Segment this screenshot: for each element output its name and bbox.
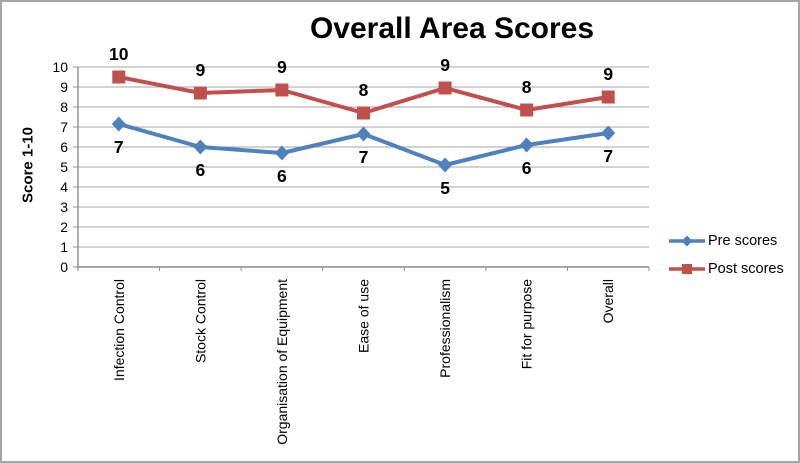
data-label-post-scores: 10 bbox=[109, 44, 129, 64]
category-label: Fit for purpose bbox=[519, 279, 535, 369]
y-axis-tick-label: 2 bbox=[60, 219, 68, 235]
category-label: Infection Control bbox=[111, 279, 127, 381]
data-label-pre-scores: 6 bbox=[195, 160, 205, 180]
post-scores-marker bbox=[601, 90, 615, 104]
post-scores-marker bbox=[193, 86, 207, 100]
data-label-pre-scores: 6 bbox=[277, 166, 287, 186]
data-label-post-scores: 8 bbox=[522, 77, 532, 97]
data-label-post-scores: 9 bbox=[277, 57, 287, 77]
data-label-post-scores: 9 bbox=[195, 60, 205, 80]
data-label-pre-scores: 5 bbox=[440, 178, 450, 198]
legend: Pre scores Post scores bbox=[668, 229, 784, 281]
legend-item-pre-scores: Pre scores bbox=[668, 229, 784, 253]
legend-diamond-marker-icon bbox=[669, 235, 705, 247]
chart-title: Overall Area Scores bbox=[309, 12, 595, 45]
y-axis-title: Score 1-10 bbox=[19, 127, 37, 203]
post-scores-marker bbox=[438, 81, 452, 95]
data-label-pre-scores: 7 bbox=[359, 147, 369, 167]
pre-scores-marker bbox=[111, 116, 126, 132]
category-label: Stock Control bbox=[192, 279, 208, 363]
pre-scores-marker bbox=[274, 145, 289, 161]
y-axis-tick-label: 8 bbox=[60, 99, 68, 115]
pre-scores-marker bbox=[356, 126, 371, 142]
pre-scores-marker bbox=[601, 125, 616, 141]
y-axis-tick-label: 4 bbox=[60, 179, 68, 195]
legend-square-marker-icon bbox=[669, 264, 705, 274]
y-axis-tick-label: 7 bbox=[60, 119, 68, 135]
y-axis-tick-label: 6 bbox=[60, 139, 68, 155]
category-label: Ease of use bbox=[356, 279, 372, 353]
legend-label: Post scores bbox=[708, 261, 784, 277]
post-scores-marker bbox=[357, 106, 370, 120]
data-label-pre-scores: 6 bbox=[522, 158, 532, 178]
post-scores-marker bbox=[112, 70, 126, 84]
data-label-pre-scores: 7 bbox=[603, 146, 613, 166]
pre-scores-marker bbox=[519, 137, 534, 153]
y-axis-tick-label: 5 bbox=[60, 159, 68, 175]
data-label-post-scores: 9 bbox=[440, 55, 450, 75]
category-label: Professionalism bbox=[437, 279, 453, 378]
data-label-post-scores: 8 bbox=[359, 80, 369, 100]
post-scores-marker bbox=[275, 83, 289, 97]
category-label: Organisation of Equipment bbox=[274, 279, 290, 445]
data-label-pre-scores: 7 bbox=[114, 137, 124, 157]
y-axis-tick-label: 1 bbox=[60, 239, 68, 255]
post-scores-marker bbox=[520, 103, 534, 117]
y-axis-tick-label: 3 bbox=[60, 199, 68, 215]
y-axis-tick-label: 10 bbox=[52, 59, 68, 75]
data-label-post-scores: 9 bbox=[603, 64, 613, 84]
y-axis-tick-label: 0 bbox=[60, 259, 68, 275]
legend-label: Pre scores bbox=[708, 233, 778, 249]
category-label: Overall bbox=[600, 279, 616, 323]
legend-item-post-scores: Post scores bbox=[668, 257, 784, 281]
pre-scores-marker bbox=[193, 139, 208, 155]
y-axis-tick-label: 9 bbox=[60, 79, 68, 95]
pre-scores-marker bbox=[438, 157, 453, 173]
